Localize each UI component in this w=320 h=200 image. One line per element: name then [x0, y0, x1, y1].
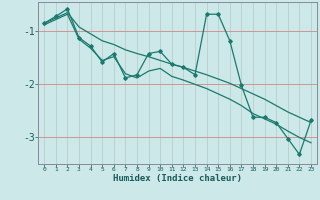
X-axis label: Humidex (Indice chaleur): Humidex (Indice chaleur) — [113, 174, 242, 183]
